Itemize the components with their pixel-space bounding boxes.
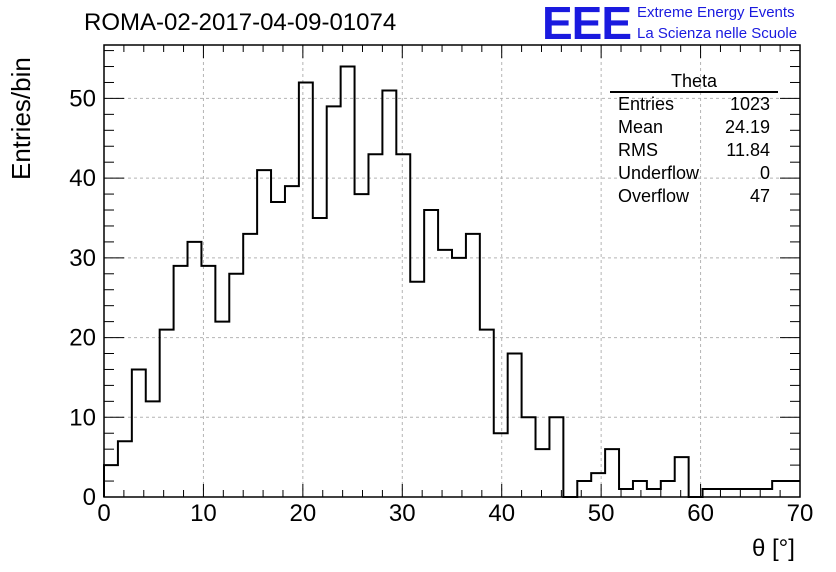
x-tick-label: 30 [389, 500, 416, 527]
histogram-bin [438, 250, 452, 497]
y-tick-label: 20 [69, 325, 96, 352]
histogram-bin [772, 481, 786, 497]
histogram-bin [549, 417, 563, 497]
histogram-bin [633, 481, 647, 497]
y-tick-label: 50 [69, 85, 96, 112]
histogram-bin [424, 210, 438, 497]
histogram-bin [577, 481, 591, 497]
stats-row-mean: Mean 24.19 [610, 116, 778, 139]
histogram-bin [536, 449, 550, 497]
x-tick-labels: 0 10 20 30 40 50 60 70 [97, 500, 813, 527]
histogram-bin [786, 481, 800, 497]
histogram-bin [522, 417, 536, 497]
histogram-bin [480, 330, 494, 497]
histogram-bin [160, 330, 174, 497]
histogram-bin [368, 154, 382, 497]
histogram-bin [341, 67, 355, 497]
histogram-bin [243, 234, 257, 497]
x-tick-label: 10 [190, 500, 217, 527]
histogram-bin [132, 369, 146, 497]
stats-label: RMS [618, 140, 658, 160]
x-tick-label: 40 [488, 500, 515, 527]
x-tick-label: 20 [290, 500, 317, 527]
run-title: ROMA-02-2017-04-09-01074 [84, 9, 397, 36]
histogram-bin [661, 481, 675, 497]
y-axis-label: Entries/bin [6, 57, 36, 180]
stats-title: Theta [610, 72, 778, 93]
histogram-bin [118, 441, 132, 497]
histogram-bin [647, 489, 661, 497]
x-axis-label: θ [°] [752, 535, 795, 562]
plot-frame [103, 44, 801, 498]
stats-row-rms: RMS 11.84 [610, 139, 778, 162]
histogram-bin [355, 194, 369, 497]
y-tick-labels: 0 10 20 30 40 50 [69, 85, 96, 511]
histogram-bin [396, 154, 410, 497]
stats-row-entries: Entries 1023 [610, 93, 778, 116]
y-tick-label: 40 [69, 165, 96, 192]
histogram-bin [146, 401, 160, 497]
histogram-bin [466, 234, 480, 497]
histogram-bin [299, 82, 313, 497]
x-tick-label: 0 [97, 500, 110, 527]
stats-value: 11.84 [726, 140, 770, 160]
x-tick-label: 60 [687, 500, 714, 527]
histogram-bin [605, 449, 619, 497]
histogram-bin [271, 202, 285, 497]
stats-label: Entries [618, 94, 675, 114]
logo-line-2: La Scienza nelle Scuole [637, 25, 798, 42]
stats-value: 0 [759, 163, 770, 183]
histogram-bin [730, 489, 744, 497]
histogram-bin [174, 266, 188, 497]
stats-value: 47 [749, 186, 770, 206]
stats-row-underflow: Underflow 0 [610, 162, 778, 185]
stats-label: Overflow [618, 186, 690, 206]
histogram-bin [744, 489, 758, 497]
y-tick-label: 0 [83, 484, 96, 511]
histogram-series [103, 65, 800, 498]
logo-line-1: Extreme Energy Events [637, 4, 795, 21]
histogram-bin [716, 489, 730, 497]
stats-label: Underflow [618, 163, 700, 183]
histogram-bin [327, 106, 341, 497]
histogram-bin [452, 258, 466, 497]
histogram-outline [103, 65, 800, 498]
histogram-bin [591, 473, 605, 497]
stats-value: 1023 [729, 94, 770, 114]
histogram-bin [215, 322, 229, 497]
stats-value: 24.19 [724, 117, 770, 137]
histogram-bin [494, 433, 508, 497]
histogram-bin [257, 170, 271, 497]
histogram-bin [703, 489, 717, 497]
eee-logo: EEE [542, 0, 632, 49]
histogram-bin [188, 242, 202, 497]
y-tick-label: 30 [69, 245, 96, 272]
histogram-bin [410, 282, 424, 497]
stats-label: Mean [618, 117, 664, 137]
stats-box: Theta Entries 1023 Mean 24.19 RMS 11.84 … [610, 72, 778, 208]
histogram-bin [382, 90, 396, 497]
histogram-bin [229, 274, 243, 497]
x-tick-label: 70 [787, 500, 814, 527]
x-tick-label: 50 [588, 500, 615, 527]
axis-ticks [103, 45, 801, 498]
stats-row-overflow: Overflow 47 [610, 185, 778, 208]
histogram-bin [285, 186, 299, 497]
histogram-bin [508, 354, 522, 497]
y-tick-label: 10 [69, 404, 96, 431]
histogram-bin [313, 218, 327, 497]
histogram-bin [675, 457, 689, 497]
